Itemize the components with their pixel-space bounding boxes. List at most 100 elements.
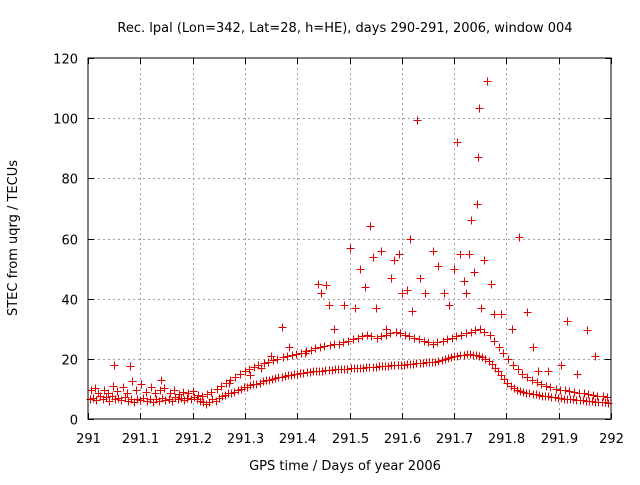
data-point (434, 357, 443, 366)
x-tick-label: 291 (76, 432, 101, 447)
data-point (420, 337, 429, 346)
data-point (406, 235, 415, 244)
data-point (160, 384, 169, 393)
data-point (361, 283, 370, 292)
data-point (91, 384, 100, 393)
data-point (184, 389, 193, 398)
y-tick-label: 100 (53, 113, 78, 128)
data-point (434, 262, 443, 271)
data-point (456, 250, 465, 259)
y-tick-label: 40 (61, 294, 78, 309)
data-point (396, 329, 405, 338)
y-tick-label: 0 (70, 414, 78, 429)
data-point (269, 356, 278, 365)
data-point (565, 387, 574, 396)
data-point (403, 286, 412, 295)
axis-ticks: 291 291.1 291.2 291.3 291.4 291.5 291.6 291.7 29… (53, 53, 624, 448)
data-point (356, 265, 365, 274)
data-point (194, 391, 203, 400)
data-point (477, 304, 486, 313)
y-tick-label: 120 (53, 53, 78, 68)
data-point (231, 373, 240, 382)
data-points (86, 77, 613, 409)
data-point (474, 153, 483, 162)
data-point (523, 373, 532, 382)
data-point (94, 389, 103, 398)
data-point (480, 256, 489, 265)
data-point (260, 359, 269, 368)
data-point (325, 301, 334, 310)
data-point (523, 308, 532, 317)
data-point (301, 349, 310, 358)
data-point (457, 331, 466, 340)
data-point (443, 335, 452, 344)
data-point (533, 378, 542, 387)
data-point (518, 370, 527, 379)
data-point (161, 396, 170, 405)
data-point (497, 310, 506, 319)
data-point (175, 390, 184, 399)
data-point (317, 289, 326, 298)
data-point (170, 386, 179, 395)
data-point (198, 392, 207, 401)
x-tick-label: 291.9 (541, 432, 578, 447)
data-point (339, 338, 348, 347)
data-point (377, 247, 386, 256)
data-point (110, 361, 119, 370)
data-point (546, 383, 555, 392)
data-point (137, 380, 146, 389)
data-point (561, 386, 570, 395)
data-point (189, 387, 198, 396)
y-tick-label: 80 (61, 173, 78, 188)
data-point (346, 244, 355, 253)
data-point (480, 328, 489, 337)
plot-frame (87, 57, 612, 420)
data-point (529, 343, 538, 352)
data-point (465, 250, 474, 259)
x-tick-label: 291.3 (227, 432, 264, 447)
data-point (316, 343, 325, 352)
data-point (499, 349, 508, 358)
data-point (473, 200, 482, 209)
data-point (302, 347, 311, 356)
grid-lines (88, 58, 611, 419)
x-tick-label: 291.2 (175, 432, 212, 447)
data-point (119, 383, 128, 392)
data-point (573, 370, 582, 379)
data-point (252, 380, 261, 389)
data-point (207, 388, 216, 397)
data-point (382, 325, 391, 334)
data-point (217, 382, 226, 391)
data-point (264, 358, 273, 367)
data-point (104, 389, 113, 398)
data-point (563, 317, 572, 326)
data-point (525, 389, 534, 398)
y-tick-label: 20 (61, 354, 78, 369)
data-point (408, 307, 417, 316)
data-point (326, 341, 335, 350)
data-point (440, 289, 449, 298)
data-point (330, 325, 339, 334)
data-point (467, 328, 476, 337)
data-point (495, 343, 504, 352)
data-point (410, 334, 419, 343)
data-point (401, 331, 410, 340)
data-point (267, 352, 276, 361)
data-point (589, 391, 598, 400)
chart-title: Rec. lpal (Lon=342, Lat=28, h=HE), days … (117, 21, 572, 36)
data-point (109, 382, 118, 391)
data-point (570, 388, 579, 397)
data-point (481, 355, 490, 364)
data-point (367, 332, 376, 341)
data-point (584, 390, 593, 399)
x-tick-label: 291.1 (122, 432, 159, 447)
data-point (245, 365, 254, 374)
x-axis-label: GPS time / Days of year 2006 (249, 459, 441, 474)
data-point (250, 363, 259, 372)
data-point (387, 274, 396, 283)
data-point (580, 389, 589, 398)
y-axis-label: STEC from uqrg / TECUs (6, 160, 21, 316)
data-point (157, 376, 166, 385)
data-point (92, 396, 101, 405)
